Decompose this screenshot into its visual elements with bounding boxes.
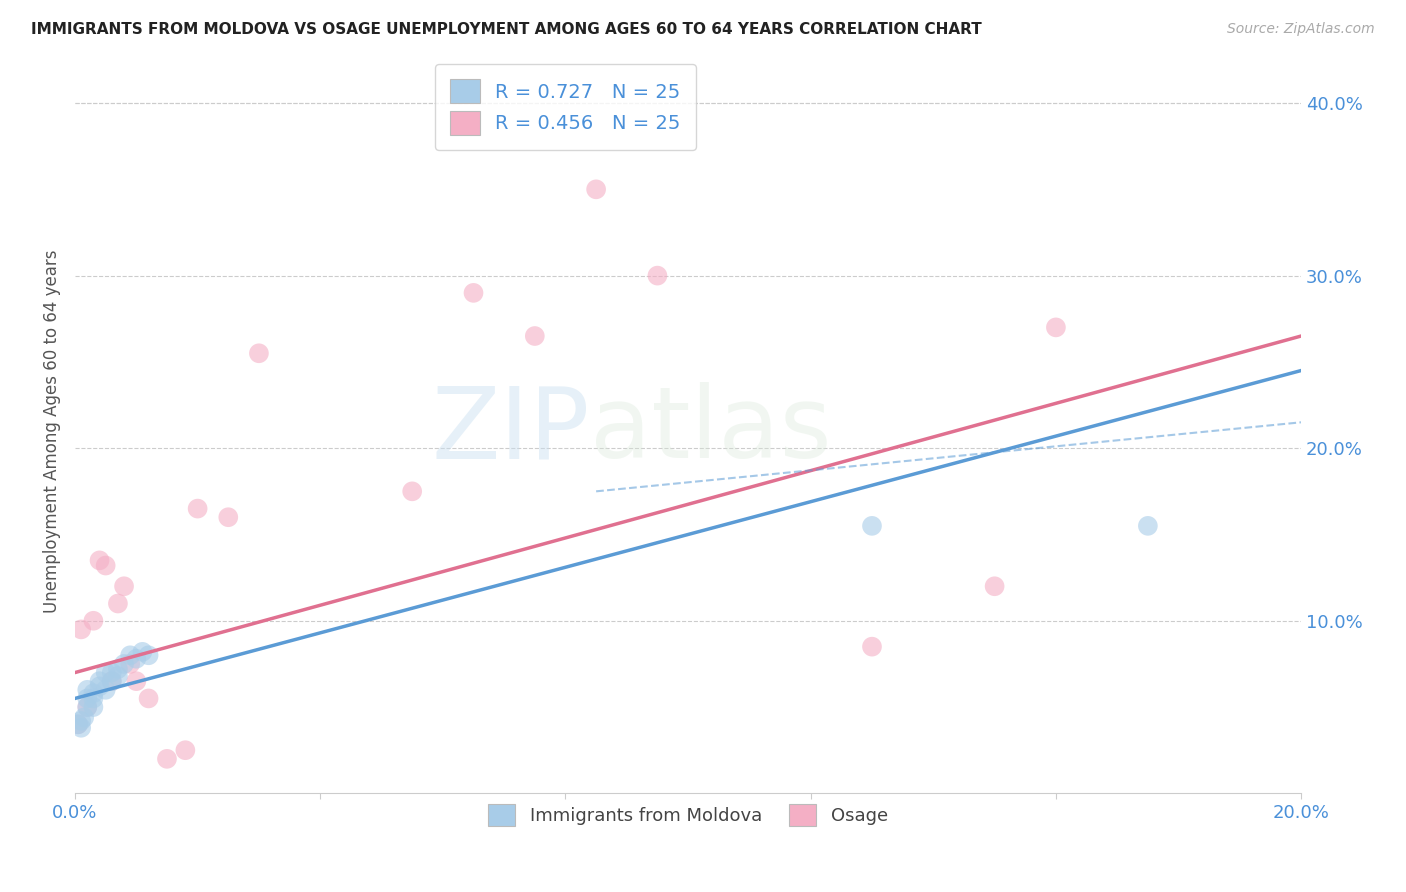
Text: ZIP: ZIP xyxy=(432,383,591,479)
Point xyxy=(247,346,270,360)
Text: IMMIGRANTS FROM MOLDOVA VS OSAGE UNEMPLOYMENT AMONG AGES 60 TO 64 YEARS CORRELAT: IMMIGRANTS FROM MOLDOVA VS OSAGE UNEMPLO… xyxy=(31,22,981,37)
Point xyxy=(76,700,98,714)
Point xyxy=(94,558,117,573)
Point xyxy=(112,579,135,593)
Point xyxy=(67,717,90,731)
Point xyxy=(120,648,142,663)
Point xyxy=(101,674,124,689)
Point xyxy=(76,700,98,714)
Y-axis label: Unemployment Among Ages 60 to 64 years: Unemployment Among Ages 60 to 64 years xyxy=(44,249,60,613)
Point xyxy=(217,510,239,524)
Point xyxy=(1136,519,1159,533)
Point xyxy=(82,614,104,628)
Point xyxy=(156,752,179,766)
Point xyxy=(463,285,485,300)
Point xyxy=(89,679,111,693)
Point xyxy=(138,691,160,706)
Point xyxy=(101,674,124,689)
Point xyxy=(983,579,1005,593)
Point xyxy=(70,623,93,637)
Point xyxy=(76,691,98,706)
Point xyxy=(131,645,153,659)
Point xyxy=(138,648,160,663)
Point xyxy=(125,674,148,689)
Point xyxy=(94,682,117,697)
Point xyxy=(401,484,423,499)
Point xyxy=(107,662,129,676)
Point xyxy=(70,714,93,728)
Point xyxy=(70,721,93,735)
Point xyxy=(107,669,129,683)
Point xyxy=(860,640,883,654)
Point xyxy=(94,665,117,680)
Point xyxy=(82,700,104,714)
Point xyxy=(73,710,96,724)
Point xyxy=(174,743,197,757)
Text: Source: ZipAtlas.com: Source: ZipAtlas.com xyxy=(1227,22,1375,37)
Legend: Immigrants from Moldova, Osage: Immigrants from Moldova, Osage xyxy=(479,795,897,835)
Point xyxy=(523,329,546,343)
Point xyxy=(82,691,104,706)
Point xyxy=(187,501,209,516)
Point xyxy=(89,674,111,689)
Text: atlas: atlas xyxy=(591,383,831,479)
Point xyxy=(647,268,669,283)
Point xyxy=(67,717,90,731)
Point xyxy=(1045,320,1067,334)
Point xyxy=(125,651,148,665)
Point xyxy=(76,682,98,697)
Point xyxy=(107,597,129,611)
Point xyxy=(585,182,607,196)
Point xyxy=(112,657,135,671)
Point xyxy=(89,553,111,567)
Point xyxy=(82,686,104,700)
Point xyxy=(120,657,142,671)
Point xyxy=(860,519,883,533)
Point xyxy=(101,665,124,680)
